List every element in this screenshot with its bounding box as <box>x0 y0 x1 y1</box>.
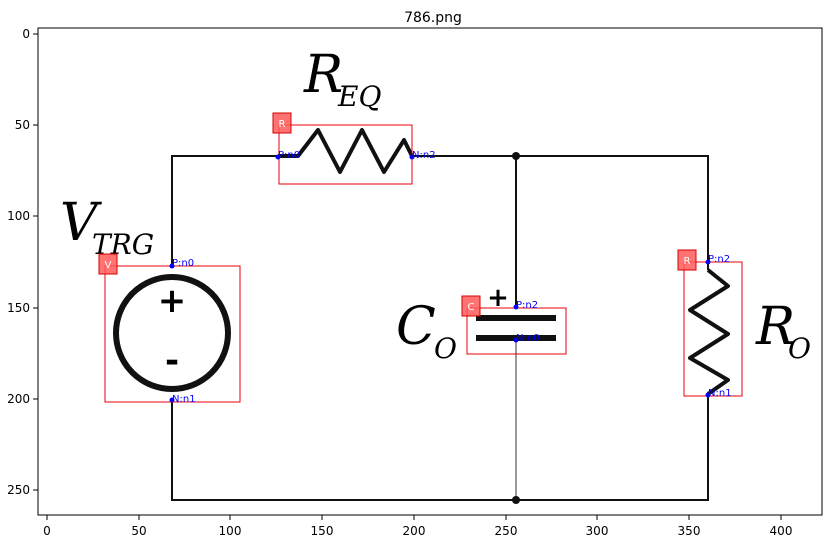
pin-label: N:n0 <box>516 333 540 344</box>
x-tick-label: 150 <box>311 524 334 538</box>
ro-subscript: O <box>788 332 811 365</box>
x-axis: 0 50 100 150 200 250 300 350 400 <box>43 515 792 538</box>
x-tick-label: 0 <box>43 524 51 538</box>
pin-label: P:n2 <box>516 300 538 311</box>
capacitor-badge <box>461 295 481 317</box>
wire-bottom <box>171 394 709 501</box>
y-tick-label: 250 <box>7 483 30 497</box>
resistor-ro-zigzag <box>688 268 730 396</box>
pin-label: N:n2 <box>412 150 436 161</box>
pin-label: P:n2 <box>708 254 730 265</box>
pin-dot <box>705 259 711 265</box>
y-tick-label: 0 <box>22 27 30 41</box>
junction-dot <box>512 152 520 160</box>
pin-dot <box>513 337 519 343</box>
y-tick-label: 100 <box>7 209 30 223</box>
x-tick-label: 400 <box>770 524 793 538</box>
figure-title: 786.png <box>404 10 462 26</box>
pin-dot <box>513 304 519 310</box>
x-tick-label: 300 <box>586 524 609 538</box>
pin-label: N:n1 <box>172 394 196 405</box>
resistor-req-zigzag <box>278 128 414 174</box>
wire-top-right <box>412 155 709 270</box>
pin-dot <box>275 154 281 160</box>
y-tick-label: 150 <box>7 301 30 315</box>
resistor-ro-box <box>683 261 743 397</box>
capacitor-plus-sign: + <box>487 283 509 313</box>
req-symbol: R <box>303 45 343 105</box>
x-tick-label: 200 <box>403 524 426 538</box>
pin-label: P:n0 <box>172 258 194 269</box>
pin-label: P:n0 <box>278 150 300 161</box>
resistor-req-badge-label: R <box>279 119 286 130</box>
pin-dot <box>409 154 415 160</box>
ro-symbol: R <box>755 297 795 357</box>
resistor-req-badge <box>272 112 292 134</box>
co-symbol: C <box>396 297 436 357</box>
voltage-source-circle <box>113 274 231 392</box>
pin-dot <box>169 397 175 403</box>
annotations: R P:n0 N:n2 V P:n0 N:n1 C P:n2 N:n0 R P:… <box>98 112 743 405</box>
x-tick-label: 100 <box>219 524 242 538</box>
pin-label: N:n1 <box>708 388 732 399</box>
voltage-source: + - V TRG <box>60 193 231 392</box>
x-tick-label: 350 <box>678 524 701 538</box>
x-tick-label: 50 <box>131 524 146 538</box>
resistor-req: R EQ <box>278 45 414 174</box>
resistor-ro-badge-label: R <box>684 256 691 267</box>
voltage-source-badge-label: V <box>105 260 112 271</box>
wire-top-left <box>171 155 278 268</box>
pin-dot <box>169 263 175 269</box>
junction-dot <box>512 496 520 504</box>
y-tick-label: 50 <box>15 118 30 132</box>
circuit-wires <box>171 155 709 501</box>
y-axis: 0 50 100 150 200 250 <box>7 27 38 497</box>
pin-dot <box>705 392 711 398</box>
resistor-ro: R O <box>688 268 811 396</box>
capacitor: + C O <box>396 283 556 365</box>
axes-frame <box>37 27 823 516</box>
capacitor-badge-label: C <box>468 302 475 313</box>
minus-sign: - <box>165 341 179 381</box>
plus-sign: + <box>158 281 187 321</box>
resistor-ro-badge <box>677 249 697 271</box>
req-subscript: EQ <box>337 80 381 113</box>
co-subscript: O <box>434 332 457 365</box>
vtrg-symbol: V <box>60 193 102 253</box>
voltage-source-badge <box>98 253 118 275</box>
x-tick-label: 250 <box>495 524 518 538</box>
y-tick-label: 200 <box>7 392 30 406</box>
